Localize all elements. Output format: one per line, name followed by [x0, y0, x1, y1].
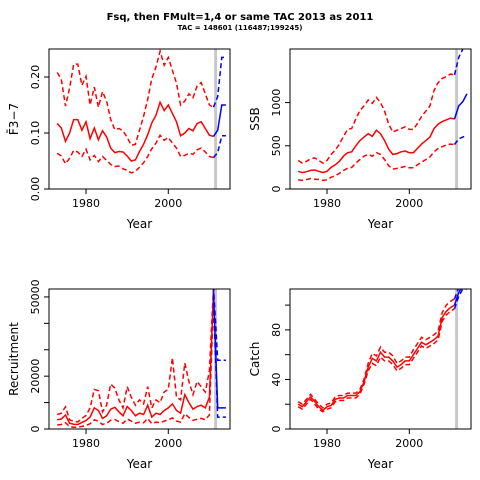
projection-median-line: [453, 289, 462, 306]
x-tick-label: 2000: [154, 437, 182, 450]
y-tick-label: 50000: [29, 279, 42, 314]
historical-upper-line: [297, 298, 455, 409]
y-axis-label: Catch: [248, 342, 262, 377]
y-tick-label: 80: [270, 323, 283, 337]
panel-fbar: 1980 2000 0.00 0.10 0.20 Year F̄3−7: [7, 48, 231, 231]
plot-area: [297, 289, 467, 429]
plot-area: [56, 49, 226, 189]
x-tick-label: 1980: [72, 197, 100, 210]
historical-median-line: [56, 100, 214, 162]
y-tick-label: 40: [270, 372, 283, 386]
projection-lower-line: [453, 134, 468, 145]
y-tick-label: 0.10: [29, 121, 42, 146]
figure-subtitle: TAC = 148601 (116487;199245): [178, 24, 303, 32]
y-tick-label: 500: [270, 135, 283, 156]
historical-median-line: [297, 304, 455, 412]
x-tick-label: 1980: [72, 437, 100, 450]
x-axis-label: Year: [367, 457, 393, 471]
plot-area: [297, 49, 468, 189]
historical-upper-line: [297, 73, 455, 164]
y-tick-label: 0: [29, 426, 42, 433]
projection-upper-line: [453, 49, 465, 76]
panel-catch: 1980 2000 0 40 80 Year Catch: [248, 288, 472, 471]
projection-upper-line: [212, 56, 226, 108]
projection-median-line: [212, 104, 226, 137]
y-tick-label: 20000: [29, 359, 42, 394]
y-axis-label: Recruitment: [7, 322, 21, 396]
plot-frame: [48, 48, 231, 190]
historical-median-line: [297, 117, 455, 174]
x-tick-label: 1980: [313, 197, 341, 210]
historical-lower-line: [56, 133, 214, 174]
y-tick-label: 1000: [270, 89, 283, 117]
projection-lower-line: [212, 135, 226, 159]
historical-lower-line: [297, 308, 455, 413]
x-tick-label: 1980: [313, 437, 341, 450]
y-tick-label: 0: [270, 186, 283, 193]
x-axis-label: Year: [126, 457, 152, 471]
plot-area: [56, 289, 226, 429]
projection-lower-line: [453, 289, 467, 310]
plot-frame: [289, 48, 472, 190]
y-tick-label: 0.20: [29, 65, 42, 90]
panel-ssb: 1980 2000 0 500 1000 Year SSB: [248, 48, 472, 231]
y-axis-label: F̄3−7: [7, 103, 21, 135]
projection-median-line: [212, 291, 226, 409]
x-tick-label: 2000: [395, 437, 423, 450]
plot-frame: [48, 288, 231, 430]
historical-median-line: [57, 291, 215, 426]
x-axis-label: Year: [367, 217, 393, 231]
historical-lower-line: [298, 143, 455, 182]
projection-median-line: [453, 93, 468, 120]
y-tick-label: 0.00: [29, 177, 42, 202]
figure-title: Fsq, then FMult=1,4 or same TAC 2013 as …: [107, 12, 374, 23]
y-tick-label: 0: [270, 426, 283, 433]
plot-frame: [289, 288, 472, 430]
historical-upper-line: [56, 289, 215, 423]
historical-upper-line: [56, 49, 214, 147]
x-axis-label: Year: [126, 217, 152, 231]
y-axis-label: SSB: [248, 107, 262, 130]
x-tick-label: 2000: [154, 197, 182, 210]
x-tick-label: 2000: [395, 197, 423, 210]
historical-lower-line: [57, 302, 215, 428]
projection-upper-line: [212, 289, 226, 362]
